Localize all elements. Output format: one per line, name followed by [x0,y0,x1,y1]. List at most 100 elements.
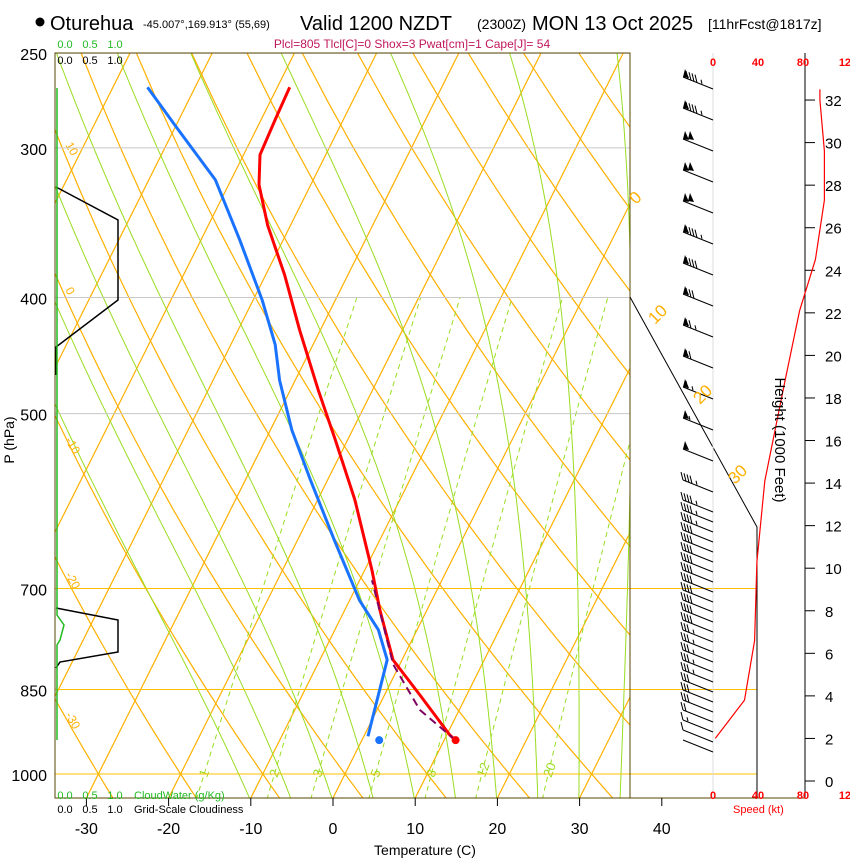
cloud-scale-tick: 0.0 [57,790,72,802]
cloudiness-profile [55,186,119,669]
mixing-ratio-label: 20 [540,760,559,779]
height-tick-label: 26 [825,221,842,238]
wind-barb [680,651,714,673]
moist-adiabat-line [55,184,333,798]
x-tick-label: 30 [571,821,589,838]
panel-boundary [629,296,758,798]
moist-adiabat-line [616,53,630,798]
dry-adiabat-line [80,53,531,798]
wind-barb [680,681,714,703]
isotherm-line [167,53,542,798]
dry-adiabat-line [578,53,630,129]
mixing-ratio-label: 2 [266,767,283,779]
height-tick-label: 16 [825,434,842,451]
mixing-ratio-label: 5 [367,767,384,779]
cloud-scale-tick: 0.5 [82,39,97,51]
wind-barb [680,601,714,623]
x-tick-label: -30 [75,821,98,838]
plot-border [54,52,631,799]
speed-tick-label: 0 [710,57,716,69]
x-tick-label: -10 [239,821,262,838]
height-tick-label: 12 [825,519,842,536]
utc-time: (2300Z) [477,16,526,32]
wind-barb [682,286,714,307]
mixing-ratio-label: 8 [423,767,440,779]
moist-adiabat-line [390,53,539,798]
cloudwater-label: CloudWater (g/Kg) [134,790,225,802]
height-tick-label: 24 [825,263,842,280]
wind-barb [680,541,714,563]
isotherm-line [578,695,630,798]
dry-adiabat-line [522,53,630,210]
wind-barb [682,69,714,90]
wind-barb [680,671,714,693]
height-tick-label: 32 [825,93,842,110]
dewpoint-line [146,86,389,737]
wind-panel [680,53,825,798]
moist-adiabat-line [56,53,374,798]
wind-barb [680,521,714,543]
wind-barb [680,551,714,573]
wind-barb [680,501,714,523]
isotherm-label: 30 [724,461,751,488]
x-tick-label: 0 [329,821,338,838]
mixing-ratio-line [368,297,513,798]
dry-adiabat-line [634,53,850,799]
wind-barb [680,691,714,713]
height-tick-label: 28 [825,178,842,195]
wind-barb [682,739,714,753]
wind-barb [682,410,714,431]
wind-barb [680,721,714,743]
wind-barb [680,631,714,653]
wind-barb [680,641,714,663]
mixing-ratio-line [542,439,630,798]
cloud-profile [55,88,119,740]
pressure-tick-label: 700 [20,583,47,600]
wind-barb [682,131,714,152]
cloud-scale-tick: 0.0 [57,55,72,67]
pressure-tick-label: 500 [20,408,47,425]
speed-tick-label: 80 [797,790,809,802]
sounding-traces [146,86,460,745]
pressure-tick-label: 1000 [11,768,47,785]
isotherm-label: 10 [62,140,81,159]
height-tick-label: 4 [825,689,833,706]
dry-adiabat-line [246,53,630,636]
wind-barb [680,711,714,733]
wind-barb [680,571,714,593]
speed-tick-label: 80 [797,57,809,69]
mixing-ratio-label: 3 [310,767,327,779]
height-tick-label: 10 [825,561,842,578]
height-axis-label: Height (1000 Feet) [771,377,788,502]
speed-tick-label: 120 [839,57,850,69]
moist-adiabat-line [509,53,580,798]
dry-adiabat-line [55,414,281,798]
pressure-tick-label: 300 [20,142,47,159]
wind-barb [682,255,714,276]
wind-speed-line [714,89,825,739]
station-name: Oturehua [50,13,134,35]
wind-barb [682,162,714,183]
cloud-scale-tick: 0.5 [82,790,97,802]
wind-barb [682,441,714,462]
surface-dewpoint-point [375,736,384,745]
wind-barb [682,224,714,245]
dry-adiabat-line [55,697,114,798]
mixing-ratio-line [475,297,609,798]
mixing-ratio-line [196,297,358,798]
wind-barb [682,193,714,214]
pressure-tick-label: 400 [20,292,47,309]
pressure-tick-label: 250 [20,47,47,64]
cloud-scale-tick: 1.0 [107,55,122,67]
forecast-info: [11hrFcst@1817z] [708,16,822,32]
x-tick-label: -20 [157,821,180,838]
isotherm-line [250,53,624,798]
wind-barb [682,100,714,121]
isotherm-line [743,53,850,799]
wind-barb [682,317,714,338]
y-axis-label: P (hPa) [1,416,17,463]
wind-barb [680,701,714,723]
wind-barb [680,621,714,643]
dry-adiabat-line [55,272,364,798]
